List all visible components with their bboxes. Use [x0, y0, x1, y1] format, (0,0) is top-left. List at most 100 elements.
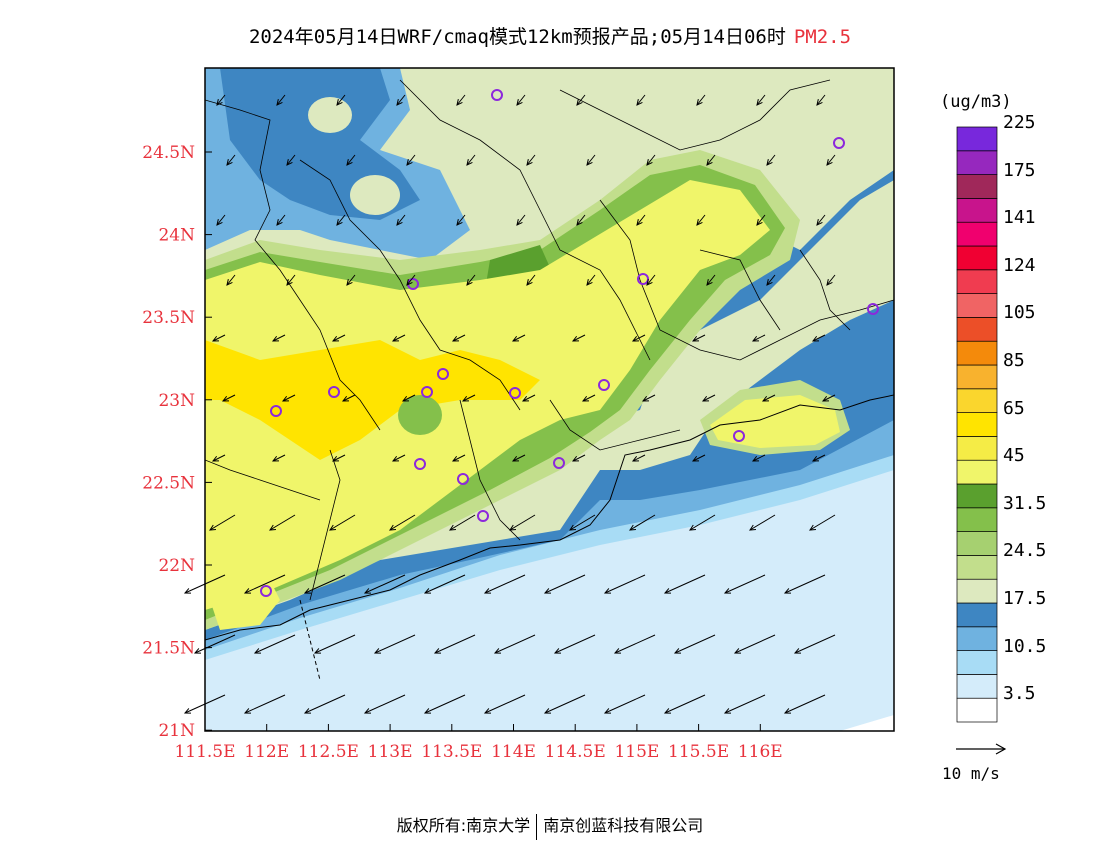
wind-arrow [642, 394, 656, 402]
colorbar-segment [956, 626, 998, 651]
colorbar-segment [956, 245, 998, 271]
legend-label: 3.5 [1003, 683, 1036, 705]
wind-arrow [452, 334, 466, 342]
wind-arrow-head [281, 395, 290, 402]
wind-arrow [194, 634, 236, 654]
x-tick-label: 114.5E [545, 742, 606, 762]
wind-arrow [636, 94, 646, 106]
wind-arrow-head [689, 524, 697, 531]
wind-arrow-head [646, 279, 653, 286]
wind-arrow-head [826, 159, 833, 166]
wind-arrow [692, 454, 706, 462]
wind-arrow-head [761, 395, 770, 402]
wind-arrow-head [271, 455, 280, 462]
wind-arrow [526, 274, 536, 286]
border-8 [309, 449, 341, 601]
wind-arrow [216, 214, 226, 226]
wind-arrow-head [816, 219, 823, 226]
wind-arrow-head [521, 395, 530, 402]
legend-unit: (ug/m3) [940, 92, 1012, 112]
wind-arrow [509, 514, 536, 531]
wind-arrow [812, 334, 826, 342]
wind-arrow [816, 214, 826, 226]
wind-arrow [364, 574, 406, 594]
wind-arrow [826, 274, 836, 286]
wind-arrow [374, 634, 416, 654]
wind-arrow-head [696, 99, 703, 106]
wind-arrow-head [406, 279, 413, 286]
colorbar-segment [956, 364, 998, 390]
colorbar-segment [956, 459, 998, 485]
wind-arrow-head [826, 279, 833, 286]
colorbar-segment [956, 269, 998, 294]
wind-arrow-head [586, 159, 593, 166]
legend-label: 24.5 [1003, 540, 1047, 562]
wind-arrow-head [701, 395, 710, 402]
legend-label: 175 [1003, 159, 1036, 181]
wind-arrow-head [336, 99, 343, 106]
wind-arrow [586, 274, 596, 286]
page-title: 2024年05月14日WRF/cmaq模式12km预报产品;05月14日06时 P… [0, 22, 1100, 49]
station-marker [437, 368, 449, 380]
wind-arrow [812, 454, 826, 462]
footer-right: 南京创蓝科技有限公司 [543, 816, 704, 835]
wind-arrow-head [329, 524, 337, 531]
wind-arrow [484, 694, 526, 714]
wind-arrow [576, 94, 586, 106]
wind-arrow [572, 334, 586, 342]
colorbar-segment [956, 578, 998, 604]
wind-arrow-head [269, 524, 277, 531]
wind-arrow [269, 514, 296, 531]
wind-arrow [689, 514, 716, 531]
wind-arrow-head [631, 455, 640, 462]
wind-arrow-head [553, 648, 562, 654]
station-marker [733, 430, 745, 442]
wind-arrow [346, 274, 356, 286]
wind-arrow [466, 274, 476, 286]
wind-arrow [756, 214, 766, 226]
wind-arrow-head [391, 455, 400, 462]
wind-arrow-head [211, 455, 220, 462]
wind-arrow [762, 394, 776, 402]
wind-arrow-head [783, 588, 792, 594]
wind-arrow-head [346, 279, 353, 286]
east-yellow [710, 395, 840, 448]
wind-arrow-head [456, 99, 463, 106]
wind-arrow [794, 634, 836, 654]
concentration-field [205, 68, 894, 731]
wind-arrow-head [331, 455, 340, 462]
wind-arrow-head [451, 335, 460, 342]
station-marker [457, 473, 469, 485]
wind-arrow-head [303, 708, 312, 714]
wind-arrow [406, 274, 416, 286]
x-tick-label: 115.5E [668, 742, 729, 762]
wind-arrow [286, 274, 296, 286]
wind-arrow-head [183, 708, 192, 714]
wind-arrow [692, 334, 706, 342]
station-marker [328, 386, 340, 398]
wind-arrow [452, 454, 466, 462]
legend-label: 225 [1003, 111, 1036, 133]
wind-arrow [784, 694, 826, 714]
wind-arrow [494, 634, 536, 654]
wind-arrow-head [313, 648, 322, 654]
wind-arrow [272, 334, 286, 342]
wind-arrow [749, 514, 776, 531]
wind-arrow-head [691, 455, 700, 462]
wind-arrow-head [516, 99, 523, 106]
wind-arrow-head [511, 455, 520, 462]
wind-arrow-head [646, 159, 653, 166]
wind-arrow [466, 154, 476, 166]
wind-arrow [632, 334, 646, 342]
wind-arrow-head [733, 648, 742, 654]
wind-arrow-head [423, 588, 432, 594]
yellow-core [205, 340, 540, 460]
wind-arrow [226, 274, 236, 286]
wind-arrow [276, 214, 286, 226]
wind-arrow-head [793, 648, 802, 654]
green-island [398, 395, 442, 435]
colorbar-segment [956, 340, 998, 366]
wind-arrow-head [433, 648, 442, 654]
legend-label: 85 [1003, 349, 1025, 371]
